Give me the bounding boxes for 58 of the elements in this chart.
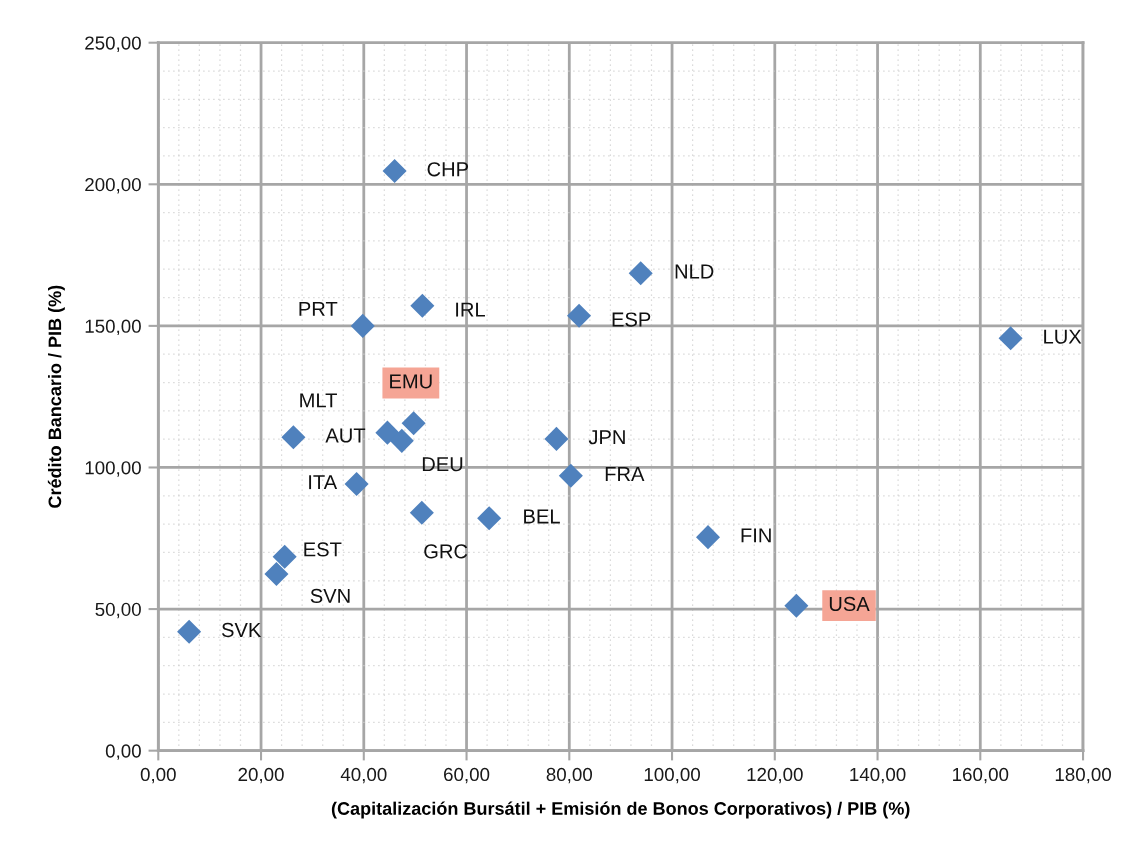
y-tick-label: 250,00 [85,36,141,52]
y-tick-label: 100,00 [85,461,141,477]
annotation: DEU [422,457,463,472]
annotation: EST [304,542,342,557]
annotation: LUX [1044,329,1082,344]
point [272,544,297,569]
x-tick-label: 40,00 [340,767,387,784]
annotation: ESP [612,312,651,327]
point [695,525,721,550]
x-tick-label: 180,00 [1055,767,1111,784]
annotation: CHP [427,162,469,177]
point [628,261,653,286]
point [382,158,407,184]
y-tick-label: 50,00 [95,602,141,619]
annotation: SVK [221,622,262,638]
point [344,471,369,496]
annotation: NLD [675,264,714,279]
annotation: MLT [300,393,337,408]
y-tick-label: 0,00 [105,744,141,760]
annotation: SVN [310,588,350,603]
point [264,561,289,586]
x-tick-label: 60,00 [444,767,490,784]
point [350,313,375,338]
point [567,303,592,328]
point [401,411,426,436]
point [177,619,202,644]
y-tick-label: 150,00 [85,319,141,336]
point [409,500,434,525]
x-tick-label: 80,00 [546,767,593,784]
x-tick-label: 0,00 [140,767,176,784]
point [281,425,306,450]
annotation: GRC [424,544,468,559]
x-axis-title: (Capitalización Bursátil + Emisión de Bonos Corporativos) / PIB (%) [331,801,910,819]
annotation: AUT [325,428,366,443]
point [375,420,400,445]
annotation: EMU [390,374,432,389]
y-tick-label: 200,00 [85,177,141,194]
annotation: FIN [741,528,771,543]
point [784,593,809,618]
x-tick-label: 100,00 [644,767,700,784]
y-axis-title: Crédito Bancario / PIB (%) [47,285,65,508]
x-tick-label: 140,00 [850,767,906,784]
annotation: IRL [456,302,485,317]
point [544,426,569,451]
point [998,326,1023,351]
annotation: FRA [605,467,645,481]
annotation: USA [829,596,870,612]
point [558,463,583,488]
point [389,428,414,453]
x-tick-label: 20,00 [238,767,284,784]
annotation: PRT [299,301,338,316]
point [410,293,435,318]
annotation: BEL [524,509,560,524]
annotation: ITA [309,475,338,490]
x-tick-label: 120,00 [747,767,803,784]
point [477,506,502,531]
x-tick-label: 160,00 [953,767,1009,784]
annotation: JPN [588,430,625,445]
